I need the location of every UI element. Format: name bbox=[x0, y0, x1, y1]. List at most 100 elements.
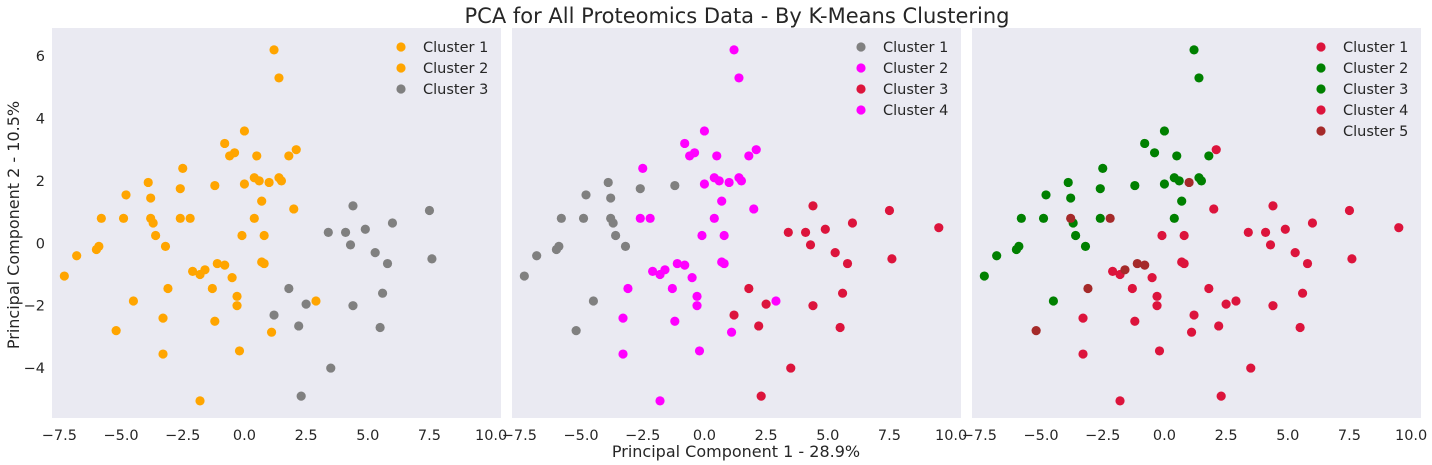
data-point bbox=[252, 151, 262, 161]
data-point bbox=[1041, 190, 1051, 200]
data-point bbox=[1177, 196, 1187, 206]
x-tick-label: −7.5 bbox=[502, 428, 537, 444]
data-point bbox=[1394, 223, 1404, 233]
data-point bbox=[1080, 241, 1091, 251]
x-tick-label: −2.5 bbox=[625, 428, 660, 444]
data-point bbox=[269, 45, 279, 55]
data-point bbox=[259, 230, 269, 241]
legend-label: Cluster 3 bbox=[1343, 82, 1408, 98]
data-point bbox=[237, 230, 247, 241]
data-point bbox=[1132, 258, 1142, 269]
data-point bbox=[1078, 349, 1088, 359]
data-point bbox=[340, 227, 351, 237]
data-point bbox=[1290, 248, 1300, 258]
data-point bbox=[729, 45, 739, 55]
legend-marker bbox=[1316, 84, 1326, 94]
y-tick-label: 6 bbox=[36, 49, 45, 65]
data-point bbox=[1204, 151, 1214, 161]
data-point bbox=[687, 273, 697, 283]
x-tick-label: 10.0 bbox=[1395, 428, 1427, 444]
data-point bbox=[427, 254, 437, 264]
data-point bbox=[1243, 227, 1253, 237]
data-point bbox=[291, 145, 301, 155]
x-tick-label: 5.0 bbox=[356, 428, 379, 444]
data-point bbox=[648, 266, 658, 276]
data-point bbox=[1174, 176, 1184, 186]
legend-label: Cluster 5 bbox=[1343, 124, 1408, 140]
data-point bbox=[1120, 265, 1130, 275]
data-point bbox=[1066, 193, 1076, 203]
data-point bbox=[655, 396, 665, 406]
data-point bbox=[178, 163, 188, 173]
data-point bbox=[699, 126, 710, 136]
data-point bbox=[1130, 180, 1140, 191]
data-point bbox=[1344, 205, 1355, 216]
y-tick-label: 4 bbox=[36, 111, 45, 127]
data-point bbox=[581, 190, 591, 200]
data-point bbox=[635, 184, 645, 194]
data-point bbox=[1152, 291, 1162, 301]
data-point bbox=[1108, 266, 1118, 276]
data-point bbox=[163, 283, 173, 294]
data-point bbox=[645, 213, 655, 223]
x-tick-label: −5.0 bbox=[563, 428, 598, 444]
legend: Cluster 1 Cluster 2 Cluster 3 Cluster 4 Clus… bbox=[1316, 40, 1408, 140]
data-point bbox=[195, 396, 205, 406]
data-point bbox=[158, 313, 168, 323]
legend-label: Cluster 2 bbox=[1343, 61, 1408, 77]
data-point bbox=[519, 271, 529, 281]
data-point bbox=[1179, 258, 1189, 269]
data-point bbox=[348, 201, 358, 211]
data-point bbox=[188, 266, 198, 276]
data-point bbox=[670, 316, 680, 326]
data-point bbox=[680, 138, 690, 149]
data-point bbox=[635, 213, 645, 223]
figure-title: PCA for All Proteomics Data - By K-Means… bbox=[465, 4, 1010, 28]
legend-label: Cluster 4 bbox=[883, 103, 948, 119]
data-point bbox=[1214, 321, 1224, 331]
data-point bbox=[603, 177, 613, 188]
data-point bbox=[1189, 45, 1199, 55]
legend-marker bbox=[1316, 42, 1326, 52]
legend-label: Cluster 3 bbox=[423, 82, 488, 98]
data-point bbox=[158, 349, 168, 359]
data-point bbox=[264, 177, 274, 188]
x-tick-label: 5.0 bbox=[1276, 428, 1299, 444]
data-point bbox=[257, 196, 267, 206]
data-point bbox=[128, 296, 139, 306]
data-point bbox=[847, 218, 858, 228]
x-tick-label: 7.5 bbox=[1338, 428, 1361, 444]
data-point bbox=[692, 301, 702, 311]
data-point bbox=[311, 296, 321, 306]
legend-label: Cluster 2 bbox=[423, 61, 488, 77]
data-point bbox=[239, 179, 250, 189]
data-point bbox=[382, 258, 393, 269]
data-point bbox=[234, 346, 245, 356]
y-tick-label: 2 bbox=[36, 174, 45, 190]
x-tick-label: −5.0 bbox=[103, 428, 138, 444]
data-point bbox=[756, 391, 766, 401]
y-axis-label: Principal Component 2 - 10.5% bbox=[4, 101, 23, 349]
legend-label: Cluster 2 bbox=[883, 61, 948, 77]
data-point bbox=[1221, 299, 1231, 309]
data-point bbox=[424, 205, 435, 216]
x-tick-label: 0.0 bbox=[233, 428, 256, 444]
x-tick-label: 7.5 bbox=[878, 428, 901, 444]
data-point bbox=[618, 349, 628, 359]
legend-label: Cluster 1 bbox=[423, 40, 488, 56]
plot-background bbox=[972, 28, 1421, 418]
data-point bbox=[694, 346, 705, 356]
data-point bbox=[749, 204, 759, 214]
data-point bbox=[210, 316, 220, 326]
data-point bbox=[266, 327, 277, 337]
y-tick-label: 0 bbox=[36, 236, 45, 252]
data-point bbox=[111, 326, 121, 336]
data-point bbox=[1268, 301, 1278, 311]
data-point bbox=[820, 224, 830, 234]
data-point bbox=[729, 310, 739, 320]
data-point bbox=[323, 227, 333, 237]
data-point bbox=[1159, 179, 1170, 189]
data-point bbox=[1115, 396, 1125, 406]
data-point bbox=[1078, 313, 1088, 323]
